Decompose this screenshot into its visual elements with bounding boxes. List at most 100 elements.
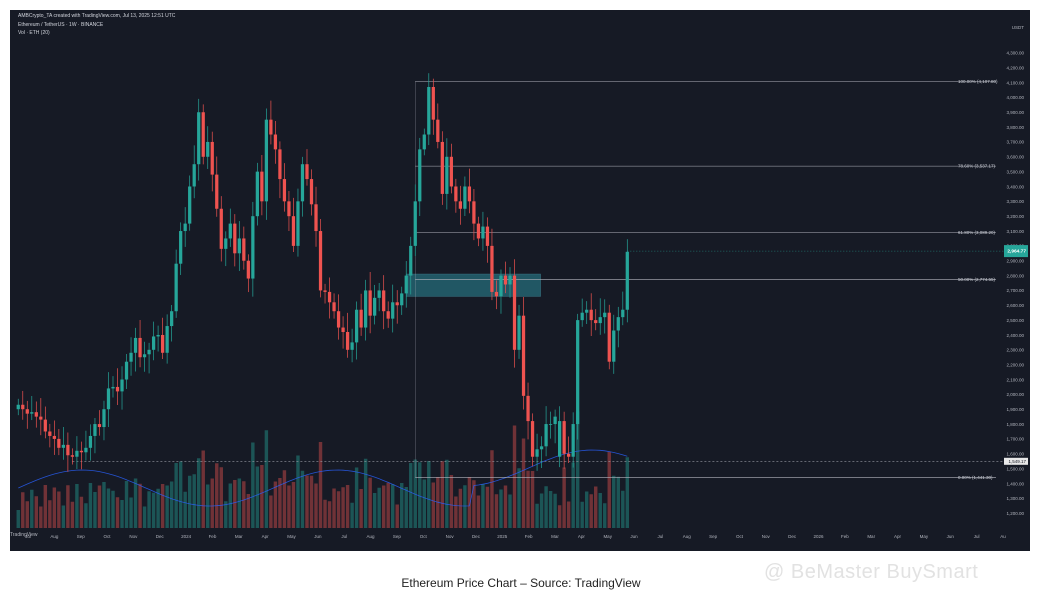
volume-bar [264,430,269,528]
candle-body [422,134,426,150]
y-tick-label: 3,300.00 [1006,199,1024,204]
candle-body [309,179,314,205]
candle-body [418,149,422,202]
candle-body [517,315,521,350]
candle-body [287,201,291,217]
volume-bar [499,489,503,528]
volume-bar [300,470,305,528]
y-tick-label: 3,600.00 [1006,155,1024,160]
y-tick-label: 3,200.00 [1006,214,1024,219]
x-tick-label: Mar [551,534,559,539]
candle-body [436,119,440,142]
candle-body [472,201,476,224]
volume-bar [390,484,395,528]
candle-body [571,424,575,457]
volume-bar [79,496,84,528]
volume-bar [449,475,454,528]
x-tick-label: Jun [947,534,955,539]
candle-body [476,223,481,239]
x-tick-label: Mar [235,534,243,539]
volume-bar [323,499,327,528]
candle-body [219,208,223,249]
candle-body [201,112,205,157]
volume-bar [395,504,399,528]
dashed-level-tag [1004,457,1028,465]
candle-body [499,275,503,297]
y-tick-label: 1,500.00 [1006,466,1024,471]
x-tick-label: Feb [525,534,533,539]
candle-body [34,412,38,417]
volume-bar [345,485,350,528]
candle-body [332,302,336,312]
candle-body [382,290,386,312]
y-tick-label: 4,100.00 [1006,80,1024,85]
chart-area[interactable]: 1,200.00 1,300.00 1,400.00 1,500.00 1,600.00… [10,10,1030,551]
candle-body [463,186,467,209]
y-axis-unit: USDT [1012,25,1025,30]
candle-body [404,275,408,294]
volume-bar [106,488,111,528]
volume-bar [354,467,359,528]
candle-body [102,409,106,428]
y-tick-label: 1,300.00 [1006,496,1024,501]
candle-body [246,260,250,279]
candle-body [594,320,598,324]
volume-bar [228,483,233,528]
volume-bar [490,450,494,528]
y-tick-label: 3,400.00 [1006,184,1024,189]
candle-body [562,421,566,454]
volume-bar [269,495,273,528]
candle-body [368,290,372,316]
x-tick-label: Aug [50,534,59,539]
candle-body [269,119,273,135]
candle-body [508,275,512,285]
y-tick-label: 1,800.00 [1006,422,1024,427]
y-tick-label: 1,200.00 [1006,511,1024,516]
volume-bar [102,482,106,528]
x-tick-label: Au [1000,534,1006,539]
volume-bar [66,485,70,528]
volume-bar [575,411,580,528]
y-tick-label: 1,700.00 [1006,437,1024,442]
candle-body [120,379,124,392]
volume-bar [165,485,169,528]
volume-bar [557,505,562,528]
x-tick-label: Sep [393,534,402,539]
candle-body [395,302,399,306]
watermark: @ BeMaster BuySmart [764,561,979,583]
candle-body [512,275,517,350]
candle-body [30,412,34,414]
candle-body [66,444,70,456]
volume-bar [151,492,156,528]
candle-body [39,416,43,420]
candle-body [350,342,354,350]
y-tick-label: 3,500.00 [1006,169,1024,174]
volume-bar [201,450,205,528]
y-tick-label: 1,900.00 [1006,407,1024,412]
candle-body [314,204,318,232]
candle-body [544,424,548,447]
candle-body [603,312,607,318]
volume-bar [16,510,20,528]
candle-body [88,435,93,448]
y-tick-label: 2,000.00 [1006,392,1024,397]
volume-bar [454,496,458,528]
volume-bar [422,479,426,528]
candle-body [75,450,79,457]
volume-bar [147,491,151,528]
volume-bar [336,491,341,528]
x-tick-label: Aug [683,534,692,539]
volume-bar [169,481,174,528]
volume-bar [287,485,291,528]
x-tick-label: Oct [420,534,428,539]
volume-bar [25,501,29,528]
chart-symbol-line: Ethereum / TetherUS · 1W · BINANCE [18,22,104,28]
volume-bar [183,491,187,528]
volume-bar [616,476,620,528]
volume-bar [251,442,255,528]
volume-bar [472,480,476,528]
candle-body [386,311,390,319]
candle-body [323,290,327,292]
candle-body [431,87,435,120]
y-tick-label: 3,900.00 [1006,110,1024,115]
